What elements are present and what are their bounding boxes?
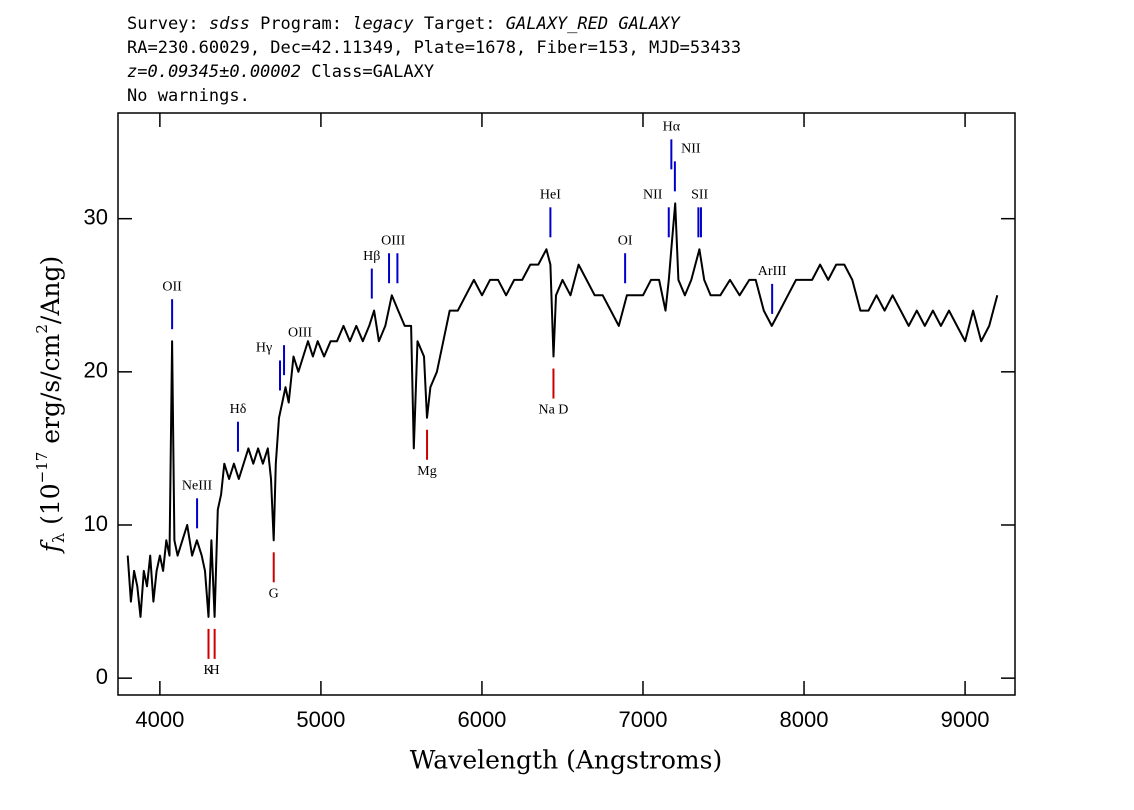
y-close: /Ang) [36, 256, 65, 324]
y-axis-title: fλ (10−17 erg/s/cm2/Ang) [33, 256, 68, 555]
line-label: Na D [538, 403, 568, 418]
y-exp: 2 [33, 324, 51, 334]
y-tick-label: 10 [84, 511, 108, 536]
line-label: H [210, 663, 220, 678]
header-line: RA=230.60029, Dec=42.11349, Plate=1678, … [127, 38, 741, 58]
header-text: Class=GALAXY [301, 62, 434, 82]
line-label: NeIII [182, 479, 213, 494]
header-text: legacy [352, 14, 414, 34]
line-label: Hβ [363, 249, 380, 264]
x-tick-label: 8000 [780, 707, 829, 732]
line-label: NII [643, 188, 663, 203]
x-tick-label: 5000 [296, 707, 345, 732]
header-text: z=0.09345±0.00002 [127, 62, 301, 82]
header-text: RA=230.60029, Dec=42.11349, Plate=1678, … [127, 38, 741, 58]
spectrum-line [126, 202, 999, 618]
header-line: z=0.09345±0.00002 Class=GALAXY [127, 62, 434, 82]
header-line: No warnings. [127, 86, 250, 106]
line-label: Hδ [230, 402, 247, 417]
header-text: No warnings. [127, 86, 250, 106]
line-label: Mg [417, 464, 436, 479]
header-text: sdss [209, 14, 250, 34]
line-label: G [269, 587, 279, 602]
header-line: Survey: sdss Program: legacy Target: GAL… [127, 14, 682, 34]
x-axis-title: Wavelength (Angstroms) [410, 746, 722, 775]
line-label: SII [691, 188, 708, 203]
x-tick-label: 7000 [619, 707, 668, 732]
line-label: NII [681, 142, 701, 157]
header-text: GALAXY_RED GALAXY [506, 14, 682, 34]
x-tick-label: 9000 [941, 707, 990, 732]
line-label: OII [162, 279, 182, 294]
x-tick-label: 4000 [135, 707, 184, 732]
line-label: OI [618, 233, 633, 248]
header-text: Survey: [127, 14, 209, 34]
y-open: (10 [36, 483, 65, 533]
line-label: ArIII [758, 264, 787, 279]
y-tick-label: 0 [96, 664, 108, 689]
line-label: OIII [381, 233, 405, 248]
line-label: HeI [540, 188, 561, 203]
y-tick-label: 20 [84, 358, 108, 383]
line-label: Hγ [256, 341, 272, 356]
x-tick-label: 6000 [457, 707, 506, 732]
plot-frame [117, 112, 1016, 696]
y-tick-label: 30 [84, 204, 108, 229]
line-label: K [203, 663, 213, 678]
y-mid: erg/s/cm [36, 333, 65, 451]
line-label: OIII [288, 325, 312, 340]
header-text: Program: [250, 14, 352, 34]
y-symbol: f [36, 539, 65, 554]
header-text: Target: [414, 14, 506, 34]
y-sub: λ [49, 533, 68, 543]
line-label: Hα [663, 120, 681, 135]
y-exp: −17 [33, 452, 51, 484]
